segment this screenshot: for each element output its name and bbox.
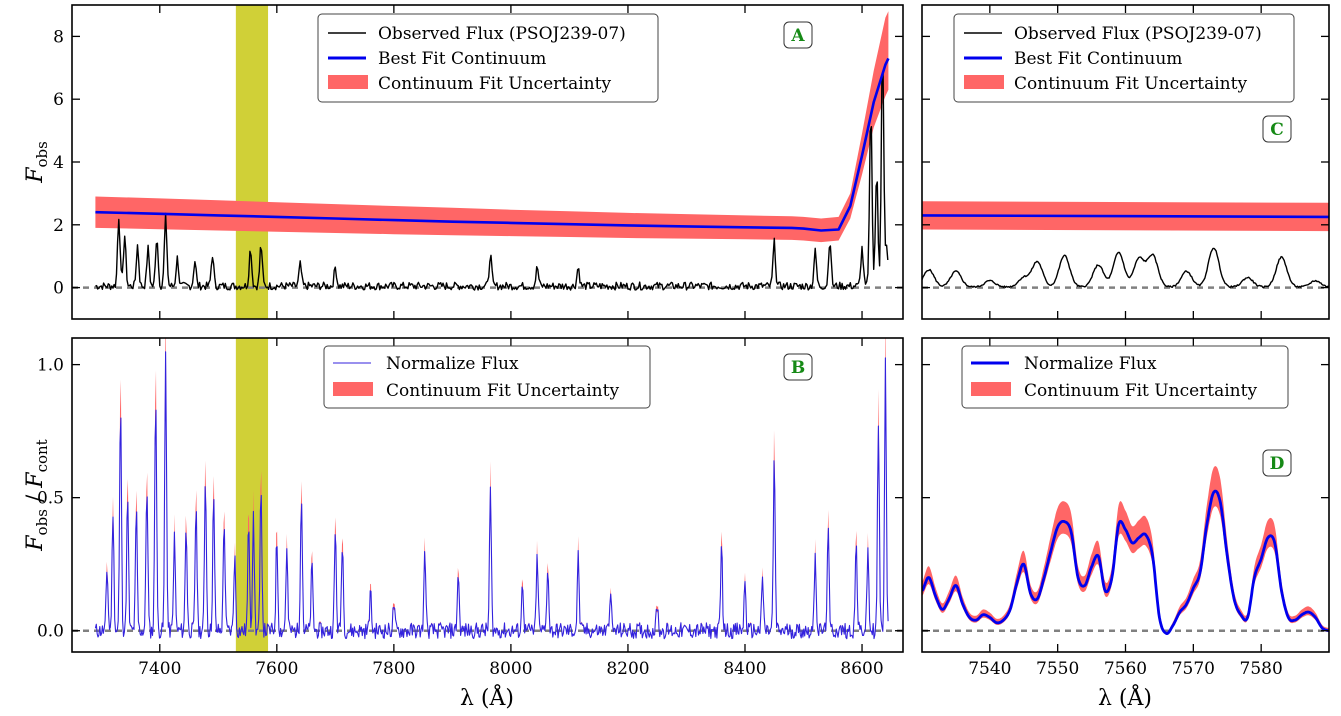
panel-b-legend: Normalize Flux Continuum Fit Uncertainty	[323, 345, 651, 409]
panel-a: 0 2 4 6 8 Observed Flux (PSOJ239-07) Best Fi…	[53, 4, 904, 320]
y-axis-label-top: Fobs	[23, 141, 51, 184]
panel-a-label: A	[783, 21, 813, 49]
x-axis-label-left: λ (Å)	[460, 683, 514, 711]
x-tick-label: 8200	[606, 659, 649, 679]
observed-flux-line	[95, 72, 889, 291]
panel-c-continuum-layer	[922, 214, 1329, 219]
panel-d-normalized-layer	[922, 489, 1329, 635]
legend-box	[323, 345, 651, 409]
legend-label: Continuum Fit Uncertainty	[378, 74, 611, 94]
panel-d-ticks: 7540 7550 7560 7570 7580	[922, 338, 1329, 679]
legend-label: Normalize Flux	[386, 354, 519, 374]
panel-d: 7540 7550 7560 7570 7580 Normalize Flux Cont…	[921, 337, 1330, 679]
panel-label-text: A	[790, 26, 805, 46]
panel-b-ticks: 7400 7600 7800 8000 8200 8400 8600 0.0 0.5 1.0	[37, 338, 903, 679]
uncertainty-band	[95, 11, 889, 243]
observed-flux-line	[922, 247, 1329, 289]
x-tick-label: 7570	[1172, 659, 1215, 679]
y-tick-label: 0.5	[37, 489, 64, 509]
panel-a-uncertainty-layer	[95, 11, 889, 243]
x-axis-label-right: λ (Å)	[1098, 683, 1152, 711]
panel-b: 7400 7600 7800 8000 8200 8400 8600 0.0 0.5 1.0 No…	[37, 337, 904, 679]
normalized-flux-line	[94, 351, 889, 640]
y-tick-label: 4	[53, 153, 64, 173]
panel-c-ticks	[922, 5, 1329, 319]
panel-d-uncertainty-layer	[922, 466, 1329, 635]
legend-label: Continuum Fit Uncertainty	[1024, 381, 1257, 401]
panel-a-observed-layer	[95, 72, 889, 291]
x-tick-label: 8400	[723, 659, 766, 679]
x-tick-label: 8000	[489, 659, 532, 679]
y-tick-label: 0	[53, 279, 64, 299]
x-tick-label: 7560	[1104, 659, 1147, 679]
panel-c-observed-layer	[922, 247, 1329, 289]
panel-a-legend: Observed Flux (PSOJ239-07) Best Fit Cont…	[317, 13, 659, 103]
y-tick-label: 2	[53, 216, 64, 236]
legend-uncertainty-swatch	[328, 75, 368, 89]
legend-uncertainty-swatch	[971, 382, 1011, 396]
panel-label-text: C	[1270, 120, 1284, 140]
x-tick-label: 8600	[840, 659, 883, 679]
x-tick-label: 7540	[968, 659, 1011, 679]
uncertainty-band	[922, 466, 1329, 635]
panel-c-label: C	[1262, 115, 1292, 143]
panel-c: Observed Flux (PSOJ239-07) Best Fit Cont…	[921, 4, 1330, 320]
panel-label-text: B	[791, 358, 805, 378]
panel-b-frame	[71, 337, 904, 653]
y-tick-label: 0.0	[37, 622, 64, 642]
x-tick-label: 7400	[138, 659, 181, 679]
x-tick-label: 7550	[1036, 659, 1079, 679]
x-tick-label: 7800	[372, 659, 415, 679]
panel-b-label: B	[783, 353, 813, 381]
panel-d-label: D	[1262, 449, 1292, 477]
y-tick-label: 8	[53, 27, 64, 47]
legend-uncertainty-swatch	[333, 382, 373, 396]
panel-a-continuum-layer	[95, 57, 890, 232]
panel-d-legend: Normalize Flux Continuum Fit Uncertainty	[961, 345, 1289, 409]
y-axis-label-bottom: Fobs / Fcont	[23, 439, 51, 551]
legend-label: Best Fit Continuum	[378, 49, 546, 69]
legend-uncertainty-swatch	[964, 75, 1004, 89]
continuum-line	[95, 57, 890, 232]
x-tick-label: 7600	[255, 659, 298, 679]
legend-label: Observed Flux (PSOJ239-07)	[378, 24, 626, 44]
panel-b-normalized-layer	[94, 351, 889, 640]
legend-label: Continuum Fit Uncertainty	[1014, 74, 1247, 94]
legend-label: Observed Flux (PSOJ239-07)	[1014, 24, 1262, 44]
legend-label: Best Fit Continuum	[1014, 49, 1182, 69]
continuum-line	[922, 214, 1329, 219]
legend-box	[317, 13, 659, 103]
y-tick-label: 1.0	[37, 356, 64, 376]
normalized-flux-line	[922, 489, 1329, 635]
x-tick-label: 7580	[1240, 659, 1283, 679]
legend-box	[961, 345, 1289, 409]
legend-box	[953, 13, 1295, 103]
legend-label: Normalize Flux	[1024, 354, 1157, 374]
panel-label-text: D	[1270, 454, 1285, 474]
panel-a-ticks: 0 2 4 6 8	[53, 5, 903, 319]
y-tick-label: 6	[53, 90, 64, 110]
panel-c-legend: Observed Flux (PSOJ239-07) Best Fit Cont…	[953, 13, 1295, 103]
legend-label: Continuum Fit Uncertainty	[386, 381, 619, 401]
